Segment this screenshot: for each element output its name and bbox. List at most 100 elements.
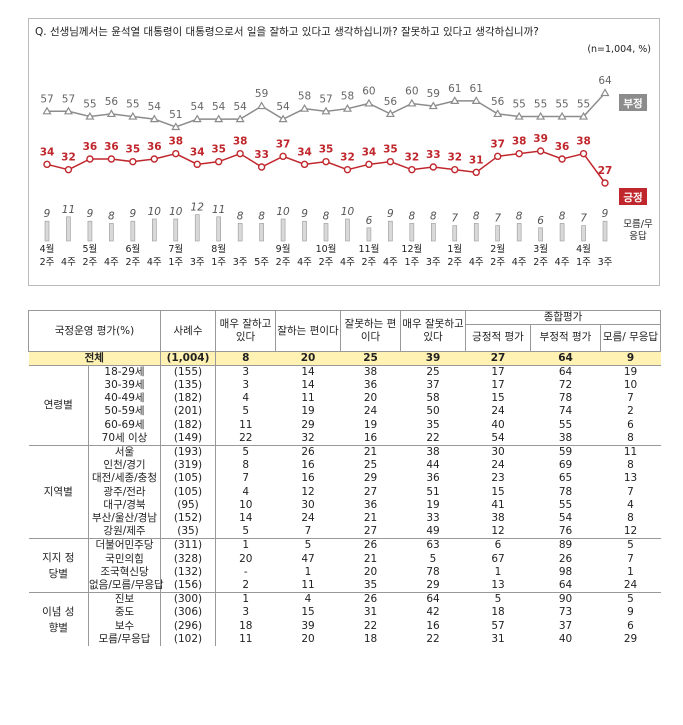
data-label: 36 — [104, 141, 119, 153]
cell: 59 — [530, 444, 601, 460]
cell: 30 — [465, 444, 531, 460]
x-tick-text: 4주 — [61, 257, 76, 268]
cell: (182) — [160, 418, 216, 432]
header-cell: 잘못하는 편이다 — [340, 310, 401, 352]
x-tick-label: 4주 — [463, 241, 489, 269]
marker — [600, 88, 610, 97]
data-label: 11 — [212, 204, 225, 216]
marker — [43, 160, 51, 169]
bar — [409, 223, 415, 242]
cell: 55 — [558, 498, 573, 511]
marker — [386, 157, 395, 166]
data-label: 8 — [516, 210, 523, 222]
x-tick-text: 4주 — [468, 257, 484, 268]
header-cell: 국정운영 평가(%) — [28, 310, 161, 352]
cell: 39 — [301, 619, 315, 632]
data-label: 10 — [276, 206, 290, 218]
data-label: 33 — [426, 149, 441, 161]
cell: 36 — [426, 472, 440, 485]
cell: 18 — [363, 632, 378, 645]
x-tick-label: 6월 2주 — [120, 241, 146, 269]
cell: (105) — [160, 485, 216, 499]
marker — [515, 149, 523, 158]
cell: 38 — [340, 364, 401, 379]
cell: 7 — [242, 472, 250, 485]
cell: 29 — [623, 632, 638, 645]
data-label: 33 — [254, 149, 269, 161]
cell: 74 — [558, 405, 573, 418]
cell: 38 — [558, 431, 573, 444]
row-label: 서울 — [88, 444, 161, 460]
x-tick-text: 2월 2주 — [490, 244, 506, 268]
cell: 5 — [215, 444, 276, 460]
x-tick-label: 4월 1주 — [571, 241, 597, 269]
data-row: 이념 성향별 진보 (300) 1 4 26 64 5 90 5 — [28, 592, 661, 646]
chart-subtitle: (n=1,004, %) — [587, 44, 651, 55]
cell: 27 — [465, 350, 531, 366]
data-label: 9 — [301, 208, 308, 220]
data-label: 8 — [108, 210, 115, 222]
cell: 11 — [600, 444, 661, 460]
cell: 35 — [426, 418, 440, 431]
x-tick-label: 3주 — [592, 241, 618, 269]
marker — [536, 147, 545, 155]
x-tick-text: 3주 — [425, 257, 441, 268]
cell: 11 — [301, 578, 315, 591]
x-tick-text: 12월 1주 — [401, 244, 423, 268]
cell: 37 — [426, 378, 440, 391]
total-row: 전체 (1,004) 8 20 25 39 27 64 9 — [28, 350, 661, 366]
marker — [299, 104, 310, 112]
cell: 33 — [426, 511, 440, 524]
cell: 11 — [239, 418, 253, 431]
x-tick-label: 4주 — [141, 241, 167, 269]
cell: 10 — [623, 378, 638, 391]
cell: 55 — [558, 418, 573, 431]
data-label: 55 — [512, 99, 525, 111]
group-label: 연령별 — [28, 364, 89, 446]
data-label: 51 — [169, 109, 182, 121]
cell: 8 — [242, 459, 250, 472]
header-cell: 매우 잘못하고 있다 — [400, 310, 466, 352]
cell: 8 — [627, 459, 634, 472]
x-tick-text: 4월 1주 — [576, 244, 591, 268]
data-label: 54 — [233, 101, 247, 113]
marker — [451, 165, 459, 174]
data-row: 보수 (296) 18 39 22 16 57 37 6 — [29, 619, 661, 633]
bar — [173, 218, 179, 242]
marker — [214, 157, 223, 166]
cell: 24 — [491, 459, 505, 472]
cell: 12 — [623, 525, 638, 538]
data-label: 12 — [191, 202, 205, 214]
cell: (105) — [160, 472, 216, 486]
cell: 24 — [623, 578, 638, 591]
data-label: 35 — [126, 144, 141, 156]
x-tick-label: 4주 — [98, 241, 124, 269]
marker — [578, 111, 589, 120]
data-row: 50-59세 (201) 5 19 24 50 24 74 2 — [29, 405, 661, 419]
cell: 50 — [426, 405, 440, 418]
cell: 22 — [426, 632, 440, 645]
cell: 39 — [400, 350, 466, 366]
row-label: 없음/모름/무응답 — [89, 578, 164, 591]
x-tick-label: 9월 2주 — [270, 241, 296, 269]
x-tick-label: 11월 2주 — [356, 241, 382, 269]
x-tick-text: 7월 1주 — [168, 244, 184, 268]
x-tick-label: 3주 — [227, 241, 253, 269]
cell: (149) — [160, 431, 216, 446]
cell: 31 — [363, 606, 378, 619]
series-name: 모름/무응답 — [623, 219, 653, 242]
marker — [493, 109, 503, 118]
cell: 5 — [275, 538, 341, 553]
cell: 29 — [426, 578, 440, 591]
cell: 19 — [426, 498, 440, 511]
marker — [150, 155, 159, 163]
cell: 31 — [491, 632, 505, 645]
cell: 12 — [491, 525, 505, 538]
bar — [66, 216, 71, 242]
x-tick-label: 4주 — [549, 241, 575, 269]
cell: - — [243, 565, 248, 578]
bar — [388, 220, 393, 242]
data-label: 60 — [362, 85, 375, 97]
row-label: 18-29세 — [88, 364, 161, 379]
marker — [42, 106, 52, 115]
